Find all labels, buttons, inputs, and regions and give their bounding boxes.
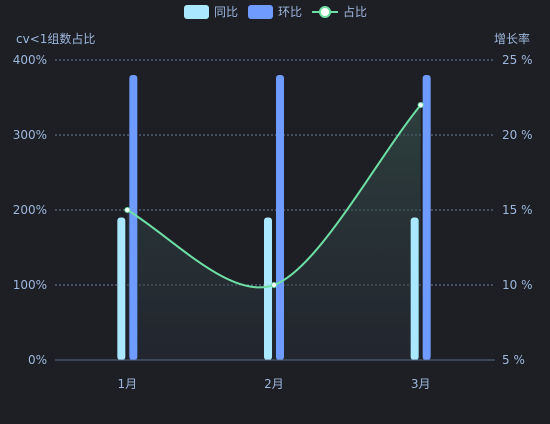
right-axis-ticks: 5 % 10 % 15 % 20 % 25 % — [502, 53, 533, 367]
share-points — [124, 102, 424, 288]
bar-mom[interactable] — [129, 75, 138, 360]
right-tick-label: 10 % — [502, 278, 533, 292]
legend-swatch-mom — [248, 5, 273, 19]
legend-item-share[interactable]: 占比 — [312, 4, 367, 19]
left-axis-ticks: 0% 100% 200% 300% 400% — [13, 53, 47, 367]
line-area — [127, 105, 421, 360]
bar-mom[interactable] — [276, 75, 284, 360]
bar-mom[interactable] — [422, 75, 431, 360]
share-area — [127, 105, 421, 360]
legend-label-yoy: 同比 — [214, 5, 238, 19]
bar-yoy[interactable] — [117, 217, 126, 361]
x-tick-label: 3月 — [411, 377, 431, 391]
share-point[interactable] — [271, 282, 277, 288]
x-tick-label: 2月 — [264, 377, 284, 391]
right-axis-title: 增长率 — [494, 31, 530, 46]
legend-swatch-yoy — [184, 5, 209, 19]
left-tick-label: 300% — [13, 128, 47, 142]
left-axis-title: cv<1组数占比 — [16, 31, 95, 46]
left-tick-label: 200% — [13, 203, 47, 217]
legend: 同比 环比 占比 — [184, 4, 367, 19]
bar-yoy[interactable] — [410, 217, 419, 361]
left-tick-label: 400% — [13, 53, 47, 67]
share-point[interactable] — [417, 102, 424, 108]
right-tick-label: 15 % — [502, 203, 533, 217]
left-tick-label: 0% — [28, 353, 47, 367]
legend-label-mom: 环比 — [278, 5, 302, 19]
right-tick-label: 25 % — [502, 53, 533, 67]
share-point[interactable] — [124, 207, 131, 213]
x-axis-ticks: 1月 2月 3月 — [118, 377, 431, 391]
x-tick-label: 1月 — [118, 377, 138, 391]
legend-item-yoy[interactable]: 同比 — [184, 5, 238, 19]
right-tick-label: 20 % — [502, 128, 533, 142]
right-tick-label: 5 % — [502, 353, 525, 367]
bars — [117, 75, 431, 361]
bar-yoy[interactable] — [264, 217, 272, 361]
left-tick-label: 100% — [13, 278, 47, 292]
legend-label-share: 占比 — [343, 4, 367, 19]
legend-item-mom[interactable]: 环比 — [248, 5, 302, 19]
legend-marker-share — [319, 6, 331, 18]
